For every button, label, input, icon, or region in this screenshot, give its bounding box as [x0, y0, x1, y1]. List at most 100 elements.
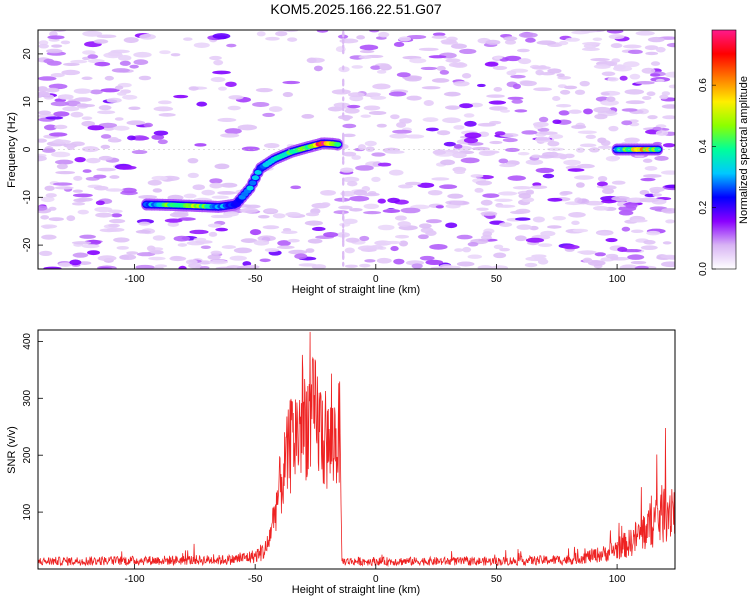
spectrogram-cell — [650, 61, 661, 66]
y-tick-label: -20 — [22, 237, 33, 252]
spectrogram-cell — [471, 146, 490, 151]
spectrogram-cell — [664, 71, 675, 78]
spectrogram-cell — [450, 43, 467, 49]
spectrogram-cell — [342, 151, 357, 157]
spectrogram-cell — [525, 159, 544, 165]
spectrogram-cell — [169, 212, 189, 218]
spectrogram-cell — [504, 55, 522, 62]
spectrogram-cell — [366, 92, 382, 97]
spectrogram-cell — [82, 30, 103, 37]
spectrogram-cell — [429, 244, 448, 250]
x-tick-label: 50 — [491, 274, 503, 285]
spectrogram-cell — [654, 155, 669, 161]
spectrogram-cell — [43, 266, 62, 269]
spectrogram-cell — [477, 265, 493, 269]
spectrogram-cell — [617, 247, 628, 252]
spectrogram-cell — [342, 223, 345, 229]
spectrogram-cell — [594, 252, 606, 257]
spectrogram-cell — [77, 197, 93, 202]
spectrogram-cell — [209, 55, 222, 61]
spectrogram-cell — [377, 162, 392, 167]
spectrogram-cell — [525, 237, 545, 243]
spectrogram-cell — [342, 49, 345, 55]
spectrogram-cell — [338, 205, 353, 210]
spectrogram-cell — [213, 59, 224, 66]
spectrogram-cell — [241, 146, 260, 152]
spectrogram-cell — [500, 109, 511, 113]
spectrogram-cell — [282, 92, 294, 98]
spectrogram-cell — [597, 175, 608, 182]
spectrogram-cell — [262, 225, 280, 230]
spectrogram-cell — [460, 157, 480, 164]
spectrogram-cell — [54, 124, 68, 130]
spectrogram-cell — [290, 185, 302, 190]
colorbar-tick-label: 0.2 — [698, 200, 709, 214]
spectrogram-cell — [498, 222, 513, 228]
spectrogram-cell — [531, 65, 551, 70]
spectrogram-cell — [443, 91, 461, 97]
spectrogram-cell — [532, 216, 545, 223]
spectrogram-cell — [104, 75, 114, 81]
spectrogram-cell — [435, 205, 444, 209]
spectrogram-cell — [423, 99, 434, 106]
spectrogram-cell — [515, 217, 531, 221]
spectrogram-cell — [493, 56, 503, 60]
spectrogram-cell — [421, 86, 441, 90]
y-tick-label: 300 — [22, 390, 33, 407]
spectrogram-cell — [555, 103, 572, 108]
spectrogram-cell — [294, 253, 308, 260]
spectrogram-cell — [364, 140, 377, 147]
y-tick-label: 200 — [22, 446, 33, 463]
spectrogram-cell — [119, 60, 131, 66]
spectrogram-cell — [263, 142, 280, 149]
spectrogram-cell — [108, 219, 126, 224]
spectrogram-cell — [331, 89, 351, 95]
spectrogram-cell — [571, 220, 580, 226]
spectrogram-cell — [492, 65, 508, 70]
spectrogram-cell — [62, 62, 80, 66]
spectrogram-cell — [98, 105, 112, 111]
spectrogram-cell — [665, 219, 675, 224]
spectrogram-cell — [519, 80, 537, 87]
spectrogram-cell — [662, 115, 675, 120]
spectrogram-cell — [311, 264, 327, 269]
spectrogram-cell — [538, 243, 553, 247]
spectrogram-cell — [439, 184, 458, 190]
spectrogram-cell — [507, 175, 526, 181]
spectrogram-cell — [537, 127, 550, 132]
spectrogram-cell — [283, 30, 299, 33]
spectrogram-cell — [207, 254, 221, 260]
spectrogram-cell — [445, 200, 464, 205]
y-tick-label: 100 — [22, 503, 33, 520]
spectrogram-cell — [240, 238, 258, 243]
spectrogram-cell — [73, 88, 92, 94]
spectrogram-cell — [422, 117, 439, 122]
spectrogram-cell — [61, 69, 81, 76]
spectrogram-cell — [556, 73, 565, 78]
spectrogram-cell — [41, 234, 57, 240]
spectrogram-cell — [587, 260, 606, 266]
spectrogram-cell — [621, 108, 638, 112]
spectrogram-cell — [605, 253, 619, 259]
colorbar-frame — [711, 29, 737, 270]
spectrogram-cell — [97, 255, 117, 262]
spectrogram-cell — [42, 148, 56, 153]
bottom-y-ticks: 400 300 200 100 — [22, 333, 43, 520]
spectrogram-cell — [199, 265, 210, 269]
spectrogram-cell — [98, 122, 118, 128]
spectrogram-cell — [342, 112, 345, 118]
spectrogram-cell — [73, 175, 83, 181]
spectrogram-cell — [342, 96, 345, 102]
spectrogram-cell — [484, 61, 499, 67]
spectrogram-cell — [477, 83, 486, 88]
spectrogram-cell — [98, 155, 113, 161]
colorbar: 0.0 0.2 0.4 0.6 Normalized spectral amplitu… — [698, 29, 750, 276]
spectrogram-cell — [81, 76, 93, 81]
spectrogram-cell — [106, 227, 125, 232]
spectrogram-cell — [552, 119, 562, 125]
spectrogram-cell — [398, 240, 409, 247]
spectrogram-cell — [571, 124, 587, 130]
spectrogram-cell — [138, 75, 152, 81]
spectrogram-cell — [459, 103, 473, 109]
x-tick-label: 100 — [609, 274, 626, 285]
